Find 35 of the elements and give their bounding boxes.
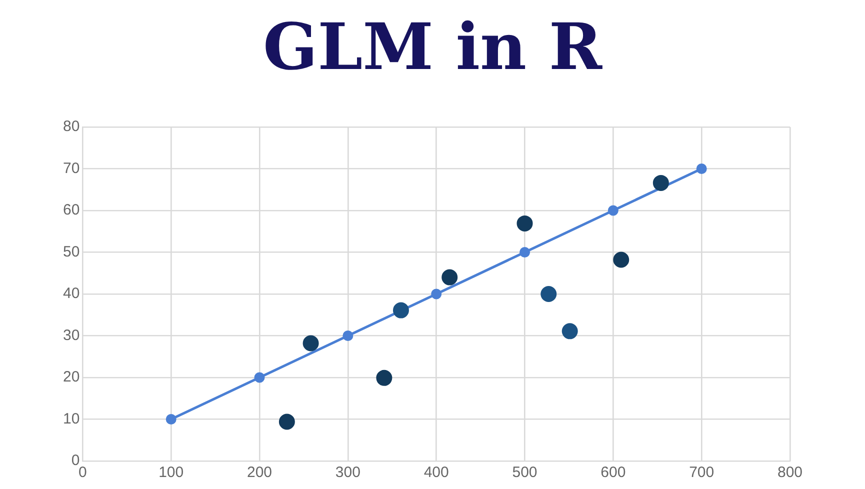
point bbox=[278, 414, 295, 430]
point bbox=[540, 286, 557, 302]
x-tick-label: 600 bbox=[600, 464, 626, 482]
point bbox=[516, 215, 533, 232]
x-tick-label: 100 bbox=[158, 464, 184, 482]
point bbox=[520, 247, 530, 258]
point bbox=[442, 269, 458, 286]
point bbox=[342, 330, 354, 341]
point bbox=[608, 205, 618, 216]
y-tick-label: 60 bbox=[62, 202, 80, 219]
y-tick-label: 70 bbox=[62, 160, 80, 177]
y-tick-label: 80 bbox=[62, 118, 80, 136]
point bbox=[431, 288, 442, 300]
y-tick-label: 20 bbox=[62, 368, 80, 386]
point bbox=[562, 323, 578, 340]
y-tick-label: 10 bbox=[62, 410, 80, 428]
chart-title: GLM in R bbox=[262, 9, 604, 87]
y-tick-label: 50 bbox=[62, 243, 80, 260]
y-tick-label: 0 bbox=[71, 452, 80, 470]
x-tick-label: 200 bbox=[247, 464, 272, 482]
x-tick-label: 700 bbox=[689, 464, 714, 482]
y-tick-label: 30 bbox=[62, 326, 80, 344]
y-tick-label: 40 bbox=[62, 285, 80, 302]
point bbox=[254, 372, 265, 383]
point bbox=[613, 252, 630, 268]
x-tick-label: 800 bbox=[777, 464, 803, 482]
point bbox=[302, 335, 319, 352]
x-tick-label: 500 bbox=[512, 464, 538, 482]
point bbox=[652, 174, 669, 191]
point bbox=[166, 414, 176, 424]
point bbox=[376, 370, 392, 386]
point bbox=[696, 164, 707, 174]
x-tick-label: 300 bbox=[335, 464, 360, 482]
x-tick-label: 400 bbox=[424, 464, 449, 482]
point bbox=[392, 302, 409, 318]
